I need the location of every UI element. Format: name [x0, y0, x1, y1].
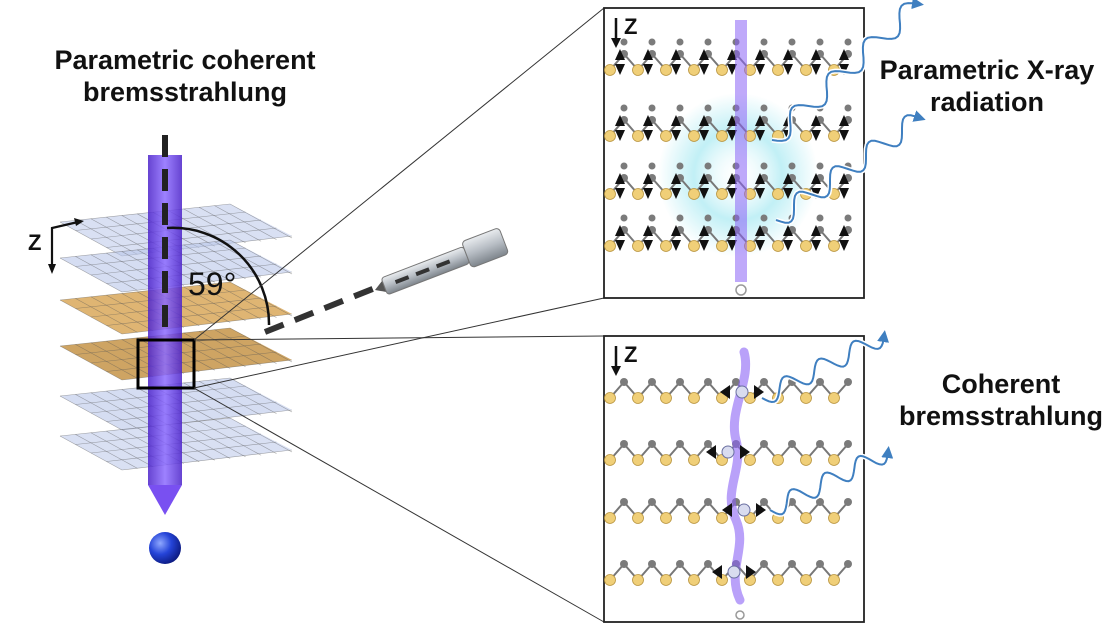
x-ray-detector-icon — [263, 228, 509, 335]
zoom-selection-box — [136, 338, 196, 390]
angle-label: 59° — [188, 266, 237, 302]
zoom-lines — [193, 7, 605, 623]
z-axis-icon-top — [611, 18, 621, 48]
z-axis-label-left: Z — [28, 230, 42, 255]
z-axis-label-top: Z — [624, 14, 638, 39]
title-parametric-coherent-bremsstrahlung: Parametric coherent bremsstrahlung — [54, 45, 316, 108]
electron-beam-left — [148, 135, 182, 515]
z-axis-label-bottom: Z — [624, 342, 638, 367]
label-coherent-bremsstrahlung: Coherent bremsstrahlung — [898, 369, 1104, 432]
inset-bottom — [603, 335, 865, 623]
angle-arc — [166, 226, 271, 326]
electron-sphere-icon — [149, 532, 181, 564]
inset-top — [603, 7, 865, 299]
z-axis-icon-left — [48, 218, 84, 274]
label-parametric-x-ray-radiation: Parametric X-ray radiation — [879, 55, 1095, 118]
z-axis-icon-bottom — [611, 346, 621, 376]
radiation-waves — [760, 0, 926, 517]
